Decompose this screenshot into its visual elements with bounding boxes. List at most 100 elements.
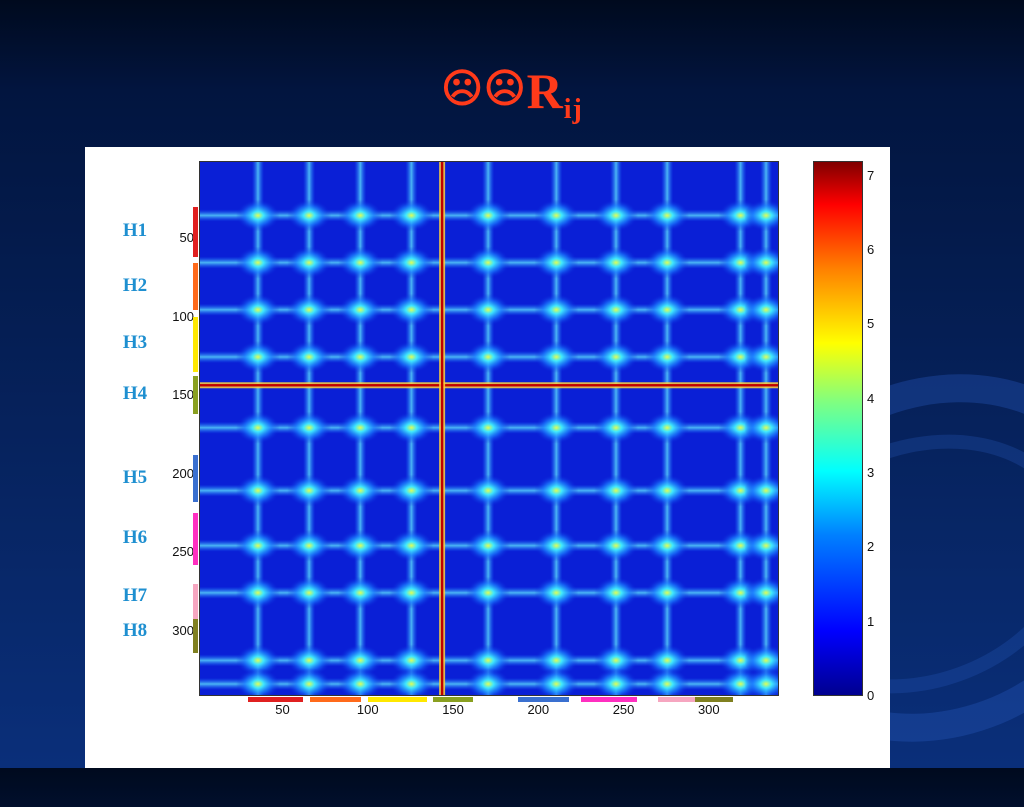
heatmap-cell-0-0	[235, 199, 280, 232]
y-tick-label: 100	[172, 308, 194, 324]
heatmap-cell-5-9	[534, 667, 579, 695]
heatmap-cell-0-7	[235, 576, 280, 609]
helix-label-h6: H6	[122, 527, 148, 549]
heatmap-cell-6-8	[594, 644, 639, 677]
ridge-line-column	[440, 162, 444, 695]
helix-label-h7: H7	[122, 585, 148, 607]
heatmap-cell-7-6	[645, 529, 690, 562]
heatmap-cell-9-2	[744, 293, 778, 326]
heatmap-cell-4-5	[466, 474, 511, 507]
heatmap-cell-2-0	[338, 199, 383, 232]
colorbar-tick-label: 0	[867, 688, 875, 703]
heatmap-cell-5-7	[534, 576, 579, 609]
heatmap-cell-5-3	[534, 340, 579, 373]
heatmap-cell-7-4	[645, 411, 690, 444]
x-tick-label: 300	[697, 702, 720, 717]
helix-bar-x-h7	[657, 697, 696, 702]
heatmap-cell-2-2	[338, 293, 383, 326]
thumbs-down-icon: ☹☹	[441, 66, 527, 111]
heatmap-cell-0-5	[235, 474, 280, 507]
heatmap-cell-3-9	[389, 667, 434, 695]
heatmap-cell-5-6	[534, 529, 579, 562]
heatmap-cell-6-4	[594, 411, 639, 444]
heatmap-cell-3-6	[389, 529, 434, 562]
heatmap-cell-4-8	[466, 644, 511, 677]
heatmap-cell-4-6	[466, 529, 511, 562]
x-tick-label: 200	[527, 702, 550, 717]
helix-bar-x-h2	[309, 697, 361, 702]
heatmap-cell-3-1	[389, 246, 434, 279]
heatmap-cell-6-7	[594, 576, 639, 609]
heatmap-cell-6-3	[594, 340, 639, 373]
heatmap-cell-2-7	[338, 576, 383, 609]
colorbar-tick-label: 6	[867, 242, 875, 258]
helix-bar-x-h3	[367, 697, 428, 702]
heatmap-cell-7-7	[645, 576, 690, 609]
helix-label-h1: H1	[122, 219, 148, 241]
helix-label-h8: H8	[122, 619, 148, 641]
heatmap-cell-1-1	[287, 246, 332, 279]
helix-bar-x-h5	[517, 697, 569, 702]
heatmap-cell-0-4	[235, 411, 280, 444]
heatmap-cell-7-2	[645, 293, 690, 326]
slide-title: ☹☹Rij	[0, 62, 1024, 126]
heatmap-cell-4-3	[466, 340, 511, 373]
heatmap-cell-2-5	[338, 474, 383, 507]
colorbar-tick-label: 4	[867, 390, 875, 406]
heatmap-cell-6-6	[594, 529, 639, 562]
heatmap-cell-7-0	[645, 199, 690, 232]
title-subscript: ij	[563, 94, 583, 125]
heatmap-cell-4-2	[466, 293, 511, 326]
x-tick-label: 50	[275, 702, 290, 717]
helix-label-h5: H5	[122, 466, 148, 488]
heatmap-cell-1-8	[287, 644, 332, 677]
colorbar-tick-label: 1	[867, 613, 875, 629]
helix-label-h2: H2	[122, 274, 148, 296]
heatmap-cell-7-5	[645, 474, 690, 507]
heatmap-cell-0-1	[235, 246, 280, 279]
y-tick-label: 150	[172, 387, 194, 403]
helix-label-h4: H4	[122, 383, 148, 405]
y-tick-label: 50	[179, 230, 194, 246]
heatmap-cell-5-4	[534, 411, 579, 444]
heatmap-cell-2-3	[338, 340, 383, 373]
heatmap-cell-1-0	[287, 199, 332, 232]
heatmap-cell-3-2	[389, 293, 434, 326]
heatmap-cell-0-9	[235, 667, 280, 695]
y-tick-label: 250	[172, 544, 194, 560]
heatmap-cell-3-7	[389, 576, 434, 609]
y-tick-label: 300	[172, 623, 194, 639]
heatmap-cell-4-7	[466, 576, 511, 609]
helix-bar-x-h1	[248, 697, 303, 702]
colorbar	[813, 161, 863, 696]
heatmap-cell-1-9	[287, 667, 332, 695]
heatmap-cell-9-5	[744, 474, 778, 507]
heatmap-cell-6-2	[594, 293, 639, 326]
heatmap-cell-0-2	[235, 293, 280, 326]
helix-bar-y-h2	[193, 263, 198, 311]
heatmap-canvas	[200, 162, 778, 695]
helix-bar-y-h7	[193, 583, 198, 619]
helix-bar-y-h6	[193, 513, 198, 566]
heatmap-cell-2-8	[338, 644, 383, 677]
helix-label-h3: H3	[122, 332, 148, 354]
heatmap-cell-2-6	[338, 529, 383, 562]
heatmap-cell-3-0	[389, 199, 434, 232]
heatmap-cell-6-1	[594, 246, 639, 279]
heatmap-cell-1-7	[287, 576, 332, 609]
y-tick-label: 200	[172, 465, 194, 481]
heatmap-cell-3-5	[389, 474, 434, 507]
helix-bar-y-h5	[193, 455, 198, 503]
helix-bar-y-h3	[193, 316, 198, 372]
helix-bar-x-h8	[695, 697, 733, 702]
heatmap-cell-9-3	[744, 340, 778, 373]
heatmap-plot	[199, 161, 779, 696]
heatmap-cell-5-1	[534, 246, 579, 279]
helix-bar-y-h8	[193, 618, 198, 654]
x-tick-label: 150	[442, 702, 464, 717]
heatmap-cell-6-0	[594, 199, 639, 232]
heatmap-cell-4-4	[466, 411, 511, 444]
colorbar-tick-label: 5	[867, 316, 875, 332]
title-text: R	[526, 63, 564, 119]
helix-bar-y-h4	[193, 376, 198, 415]
